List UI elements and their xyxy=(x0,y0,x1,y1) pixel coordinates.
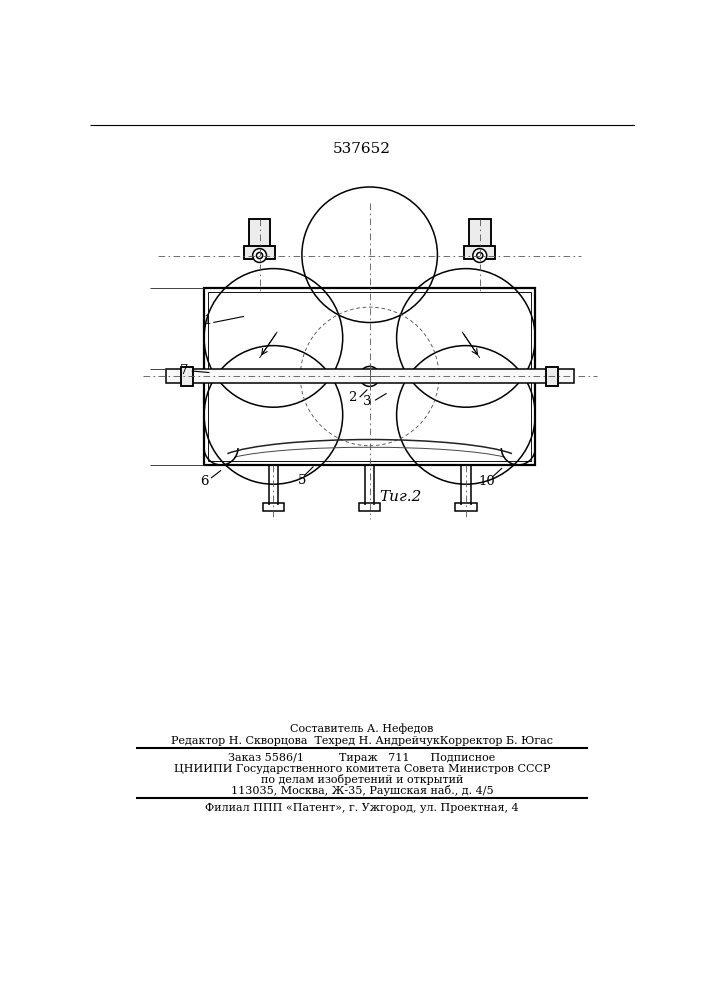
Bar xyxy=(249,219,270,248)
Text: 5: 5 xyxy=(298,474,306,487)
Bar xyxy=(249,219,270,248)
Bar xyxy=(455,503,477,511)
Text: 113035, Москва, Ж-35, Раушская наб., д. 4/5: 113035, Москва, Ж-35, Раушская наб., д. … xyxy=(230,785,493,796)
Text: 10: 10 xyxy=(479,475,495,488)
Bar xyxy=(359,503,380,511)
Bar xyxy=(469,219,491,248)
Bar xyxy=(546,367,559,386)
Text: Заказ 5586/1          Тираж   711      Подписное: Заказ 5586/1 Тираж 711 Подписное xyxy=(228,753,496,763)
Circle shape xyxy=(252,249,267,262)
Text: 6: 6 xyxy=(200,475,209,488)
Text: Τиг.2: Τиг.2 xyxy=(379,490,421,504)
Bar xyxy=(244,246,275,259)
Bar xyxy=(464,246,495,259)
Text: по делам изобретений и открытий: по делам изобретений и открытий xyxy=(261,774,463,785)
Circle shape xyxy=(473,249,486,262)
Text: 2: 2 xyxy=(348,391,356,404)
Bar xyxy=(244,246,275,259)
Bar xyxy=(546,367,559,386)
Text: 537652: 537652 xyxy=(333,142,391,156)
Bar xyxy=(208,292,532,461)
Text: Редактор Н. Скворцова  Техред Н. АндрейчукКорректор Б. Югас: Редактор Н. Скворцова Техред Н. Андрейчу… xyxy=(171,736,553,746)
Text: 3: 3 xyxy=(363,395,372,408)
Bar xyxy=(181,367,193,386)
Text: 1: 1 xyxy=(203,314,211,327)
Text: Составитель А. Нефедов: Составитель А. Нефедов xyxy=(291,723,433,734)
Text: Филиал ППП «Патент», г. Ужгород, ул. Проектная, 4: Филиал ППП «Патент», г. Ужгород, ул. Про… xyxy=(205,803,519,813)
Bar xyxy=(262,503,284,511)
Text: ЦНИИПИ Государственного комитета Совета Министров СССР: ЦНИИПИ Государственного комитета Совета … xyxy=(174,764,550,774)
Bar xyxy=(464,246,495,259)
Bar xyxy=(469,219,491,248)
Bar xyxy=(204,288,535,465)
Bar xyxy=(181,367,193,386)
Bar xyxy=(165,369,573,383)
Text: 7: 7 xyxy=(180,364,188,377)
